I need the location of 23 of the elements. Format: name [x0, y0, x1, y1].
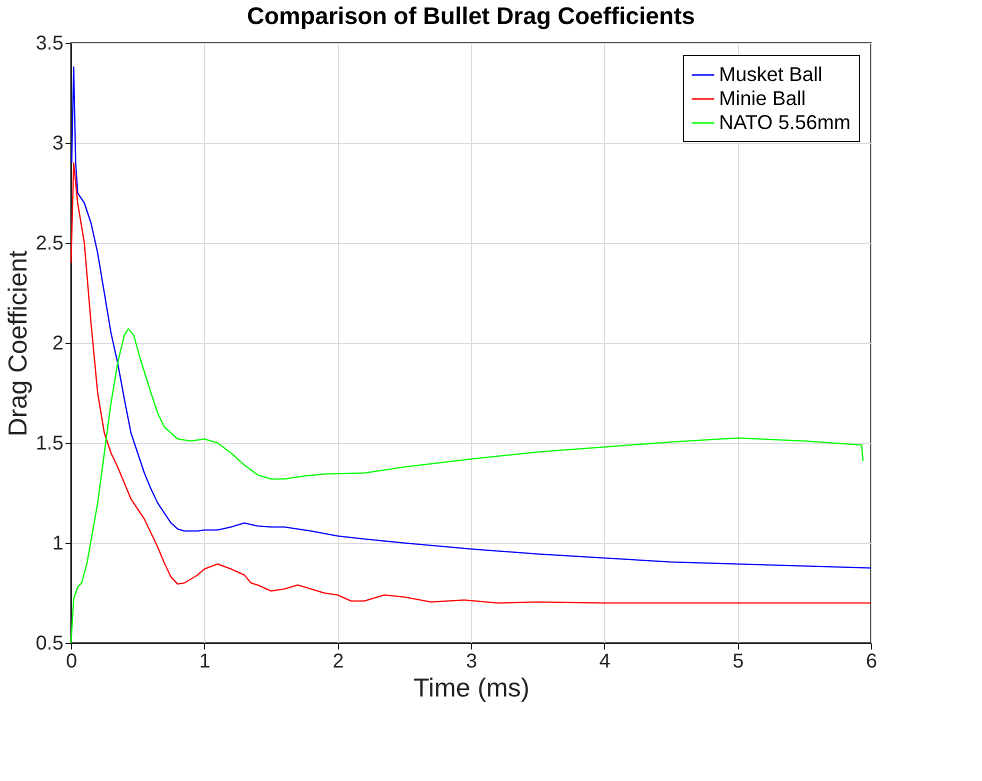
- y-tick-label: 2: [52, 332, 64, 354]
- x-tick-label: 2: [332, 650, 344, 672]
- line-series: [71, 66, 872, 569]
- x-axis-title: Time (ms): [413, 672, 530, 702]
- y-tick-label: 1: [52, 532, 64, 554]
- line-series: [70, 328, 864, 644]
- legend-label: NATO 5.56mm: [719, 112, 851, 134]
- y-axis-title: Drag Coefficient: [2, 250, 33, 436]
- x-tick-label: 4: [599, 650, 610, 672]
- x-tick-label: 1: [199, 650, 210, 672]
- y-tick-label: 3: [52, 132, 64, 154]
- y-tick-label: 1.5: [36, 432, 64, 454]
- legend-label: Minie Ball: [719, 88, 806, 110]
- x-tick-label: 0: [66, 650, 78, 672]
- x-tick-label: 3: [466, 650, 478, 672]
- line-series: [70, 162, 872, 604]
- y-tick-label: 2.5: [36, 232, 64, 254]
- y-tick-label: 3.5: [36, 32, 64, 54]
- chart-title: Comparison of Bullet Drag Coefficients: [246, 3, 696, 30]
- x-tick-label: 5: [732, 650, 744, 672]
- x-tick-label: 6: [866, 650, 878, 672]
- legend-label: Musket Ball: [719, 64, 822, 86]
- y-tick-label: 0.5: [36, 632, 64, 654]
